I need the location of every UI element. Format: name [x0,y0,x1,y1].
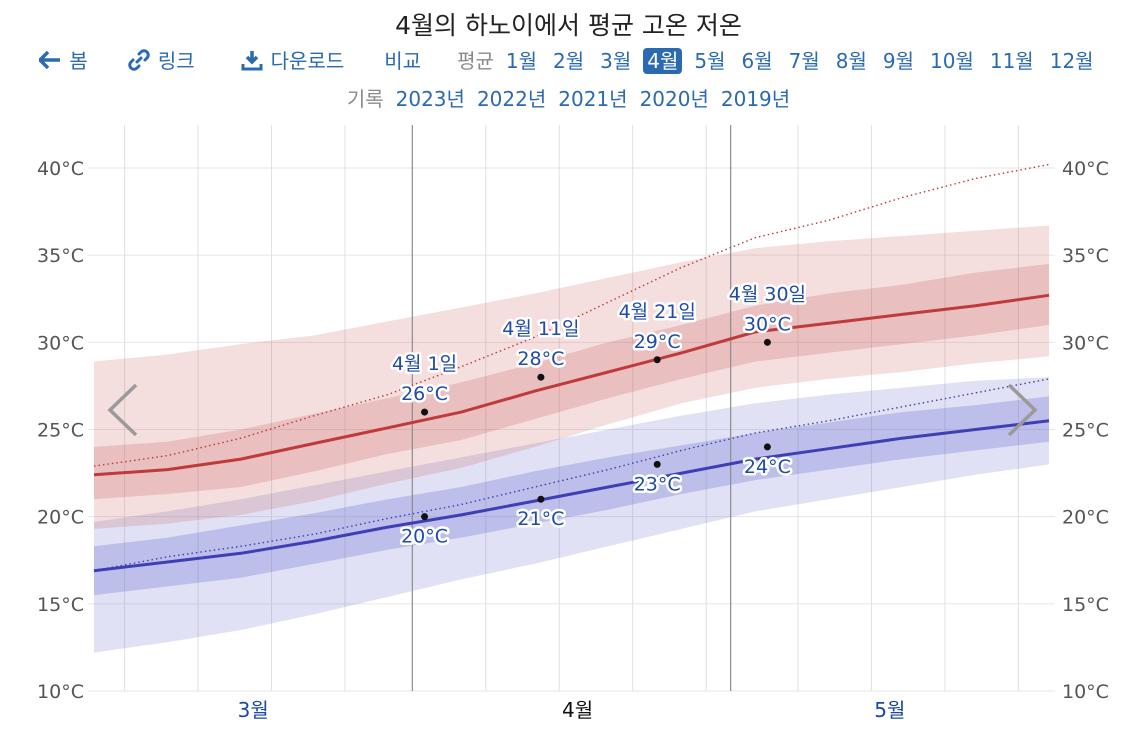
chevron-right-icon[interactable] [1007,383,1038,437]
high-mean-line [93,293,1050,477]
month-link-10[interactable]: 10월 [930,49,974,73]
nav-toolbar: 봄 링크 다운로드 비교 평균 1월 2월 3월 4월 5월 6월 7월 8월 9월 10월 11월… [0,45,1137,74]
month-link-1[interactable]: 1월 [505,49,537,73]
month-link-9[interactable]: 9월 [882,49,914,73]
low-mean-line [93,419,1050,573]
high-point [537,373,545,381]
y-tick-label-left: 15°C [37,594,84,616]
link-icon [128,48,150,71]
month-link-8[interactable]: 8월 [835,49,867,73]
month-link-11[interactable]: 11월 [989,49,1034,73]
x-month-label: 5월 [874,698,905,722]
download-label: 다운로드 [270,49,345,73]
year-link-2020년[interactable]: 2020년 [639,87,709,111]
year-link-2023년[interactable]: 2023년 [395,87,465,111]
low-point [763,443,771,451]
download-icon [241,50,263,70]
compare-link[interactable]: 비교 [384,49,422,73]
arrow-left-icon [39,50,61,69]
low-point [421,513,429,521]
x-month-label: 4월 [562,698,593,722]
link-button[interactable]: 링크 [128,45,195,74]
high-point [653,356,661,364]
low-value-label: 20°C [401,526,448,548]
month-links: 1월 2월 3월 4월 5월 6월 7월 8월 9월 10월 11월 12월 [494,45,1098,74]
y-tick-label-right: 15°C [1062,594,1109,616]
year-link-2022년[interactable]: 2022년 [476,87,547,111]
annotation-date: 4월 21일 [619,301,696,323]
y-tick-label-left: 40°C [37,158,84,180]
month-link-5[interactable]: 5월 [694,49,726,73]
low-value-label: 24°C [744,456,791,478]
high-value-label: 26°C [401,383,448,405]
low-point [653,460,661,468]
y-tick-label-right: 20°C [1062,507,1109,529]
low-value-label: 23°C [634,473,681,495]
y-tick-label-right: 30°C [1062,332,1109,354]
y-tick-label-left: 25°C [37,420,84,442]
high-value-label: 30°C [744,313,791,335]
high-value-label: 28°C [517,348,564,370]
month-link-12[interactable]: 12월 [1049,49,1094,73]
annotation-date: 4월 1일 [392,353,457,375]
record-toolbar: 기록 2023년 2022년 2021년 2020년 2019년 [0,83,1137,112]
low-band-inner [94,396,1049,596]
low-record-line [93,378,1050,572]
y-tick-label-left: 20°C [37,507,84,529]
month-link-2[interactable]: 2월 [553,49,585,73]
chart-title: 4월의 하노이에서 평균 고온 저온 [395,11,742,40]
chevron-left-icon[interactable] [107,383,138,437]
annotation-date: 4월 11일 [502,318,579,340]
y-tick-label-right: 35°C [1062,245,1109,267]
y-tick-label-right: 10°C [1062,681,1109,703]
back-label: 봄 [69,49,88,73]
high-point [421,408,429,416]
annotation-date: 4월 30일 [729,283,806,305]
average-label: 평균 [457,49,494,73]
y-tick-label-left: 30°C [37,332,84,354]
x-month-label: 3월 [238,698,269,722]
high-record-line [93,163,1050,467]
month-link-3[interactable]: 3월 [600,49,632,73]
y-tick-label-right: 25°C [1062,420,1109,442]
month-link-7[interactable]: 7월 [788,49,820,73]
high-band-outer [94,225,1049,529]
record-label: 기록 [346,87,384,111]
download-button[interactable]: 다운로드 [241,45,345,74]
back-link[interactable]: 봄 [39,45,88,74]
low-point [537,495,545,503]
month-link-6[interactable]: 6월 [741,49,773,73]
y-tick-label-right: 40°C [1062,158,1109,180]
link-label: 링크 [157,49,195,73]
y-tick-label-left: 10°C [37,681,84,703]
high-value-label: 29°C [634,331,681,353]
low-band-outer [94,377,1049,653]
month-link-4[interactable]: 4월 [643,48,683,74]
year-link-2019년[interactable]: 2019년 [720,87,791,111]
low-value-label: 21°C [517,508,564,530]
high-point [763,338,771,346]
year-link-2021년[interactable]: 2021년 [558,87,628,111]
year-links: 2023년 2022년 2021년 2020년 2019년 [384,83,791,112]
y-tick-label-left: 35°C [37,245,84,267]
